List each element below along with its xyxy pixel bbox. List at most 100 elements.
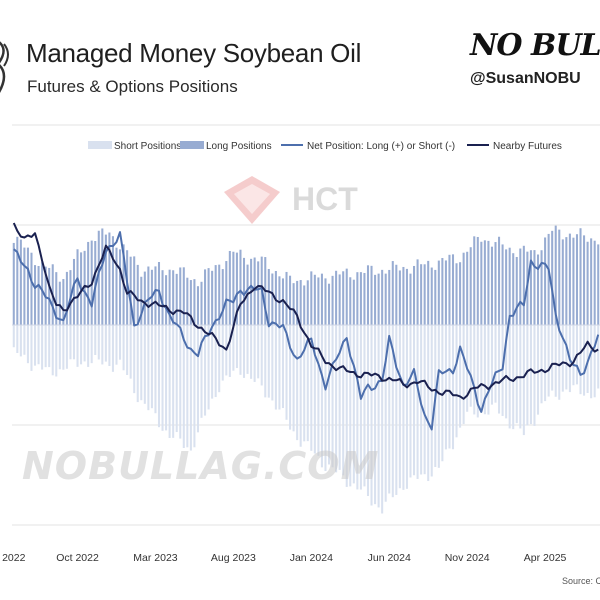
long-bar xyxy=(306,280,309,325)
short-bar xyxy=(529,325,532,425)
long-bar xyxy=(299,280,302,325)
long-bar xyxy=(119,249,122,325)
long-bar xyxy=(253,257,256,325)
x-tick-label: Nov 2024 xyxy=(445,552,490,564)
long-bar xyxy=(111,236,114,325)
short-bar xyxy=(444,325,447,450)
short-bar xyxy=(561,325,564,392)
short-bar xyxy=(48,325,51,368)
long-bar xyxy=(179,267,182,325)
short-bar xyxy=(133,325,136,394)
long-bar xyxy=(575,234,579,325)
long-bar xyxy=(430,267,433,325)
long-bar xyxy=(352,279,355,325)
short-bar xyxy=(384,325,387,502)
long-bar xyxy=(221,269,224,325)
long-bar xyxy=(490,246,493,325)
short-bar xyxy=(72,325,76,360)
long-bar xyxy=(561,239,564,325)
long-bar xyxy=(384,273,387,325)
long-bar xyxy=(55,272,58,325)
brand-logo-text: NO BUL xyxy=(470,28,600,63)
long-bar xyxy=(104,234,107,325)
net-position-line xyxy=(13,231,600,431)
short-bar xyxy=(115,325,118,365)
long-bar xyxy=(30,252,33,325)
short-bar xyxy=(565,325,568,390)
short-bar xyxy=(505,325,508,419)
long-bar xyxy=(58,281,61,325)
short-bar xyxy=(119,325,122,360)
short-bar xyxy=(303,325,306,442)
short-bar xyxy=(554,325,557,397)
long-bar xyxy=(572,237,575,325)
long-bar xyxy=(451,254,455,325)
long-bar xyxy=(480,241,483,325)
long-bar xyxy=(377,273,380,325)
long-bar xyxy=(65,271,68,325)
long-bar xyxy=(593,240,596,325)
long-bar xyxy=(189,280,192,325)
short-bar xyxy=(356,325,359,490)
short-bar xyxy=(274,325,277,410)
legend-label: Nearby Futures xyxy=(493,141,562,152)
long-bar xyxy=(583,235,586,325)
short-bar xyxy=(129,325,132,379)
long-bar xyxy=(533,250,536,325)
short-bar xyxy=(310,325,313,451)
long-bar xyxy=(487,240,490,325)
long-bar xyxy=(455,263,458,325)
short-bar xyxy=(140,325,143,401)
long-bar xyxy=(356,272,359,325)
short-bar xyxy=(391,325,394,498)
short-bar xyxy=(487,325,490,415)
long-bar xyxy=(239,249,242,325)
legend: Short Positions Long Positions Net Positio… xyxy=(88,141,562,152)
short-bar xyxy=(257,325,260,379)
short-bar xyxy=(296,325,299,441)
short-bar xyxy=(260,325,263,386)
short-bar xyxy=(448,325,451,449)
long-bar xyxy=(26,247,29,325)
long-bar xyxy=(19,239,22,325)
short-bar xyxy=(593,325,596,398)
long-bar xyxy=(211,270,214,325)
long-bar xyxy=(423,264,426,325)
short-bar xyxy=(359,325,362,490)
short-bar xyxy=(352,325,355,484)
short-bar xyxy=(423,325,426,475)
short-bar xyxy=(136,325,139,403)
legend-swatch xyxy=(88,141,112,149)
long-bar xyxy=(338,274,341,325)
x-tick-label: Oct 2022 xyxy=(56,552,99,564)
long-bar xyxy=(207,268,210,325)
long-bar xyxy=(413,265,416,325)
short-bar xyxy=(540,325,543,404)
short-bar xyxy=(179,325,182,439)
short-bar xyxy=(62,325,65,370)
long-bar xyxy=(154,266,157,325)
long-bar xyxy=(303,285,306,325)
short-bar xyxy=(462,325,465,425)
long-bar xyxy=(374,274,377,325)
long-bar xyxy=(515,256,518,325)
long-bar xyxy=(101,228,104,325)
x-tick-label: 2022 xyxy=(2,552,26,564)
short-bar xyxy=(398,325,401,489)
short-bar xyxy=(108,325,111,366)
short-bar xyxy=(271,325,274,401)
short-bar xyxy=(547,325,550,397)
short-bar xyxy=(281,325,285,409)
short-bar xyxy=(551,325,554,391)
long-bar xyxy=(405,268,408,325)
legend-label: Long Positions xyxy=(206,141,272,152)
short-bar xyxy=(455,325,458,438)
short-bar xyxy=(246,325,249,374)
short-bar xyxy=(590,325,593,399)
short-bar xyxy=(363,325,366,487)
long-bar xyxy=(235,252,238,325)
long-bar xyxy=(200,281,203,325)
short-bar xyxy=(342,325,345,476)
short-bar xyxy=(413,325,416,476)
short-bar xyxy=(526,325,529,426)
